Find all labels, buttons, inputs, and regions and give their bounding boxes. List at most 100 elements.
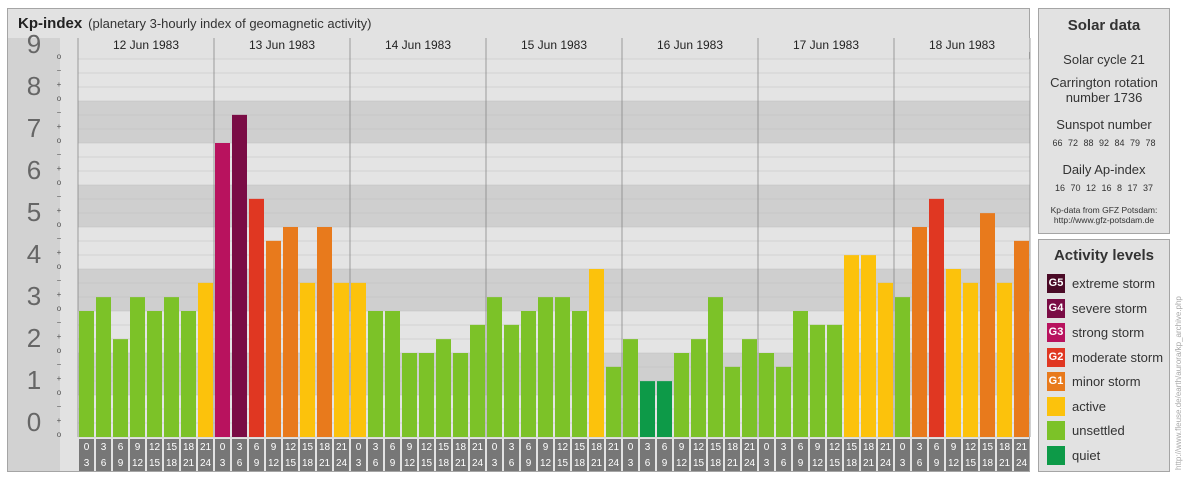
kp-bar [810, 324, 825, 437]
hour-end-label: 3 [899, 458, 906, 469]
hour-end-label: 18 [845, 458, 858, 469]
y-tick-label: 6 [26, 155, 42, 185]
hour-slot: 12 15 [963, 439, 978, 471]
sub-tick-label: o [56, 430, 62, 439]
hour-start-label: 0 [899, 442, 906, 453]
hour-slot: 9 12 [130, 439, 145, 471]
kp-bar [572, 311, 587, 437]
kp-bar [453, 353, 468, 437]
kp-bar [385, 311, 400, 437]
sub-tick-label: o [56, 220, 62, 229]
hour-end-label: 18 [301, 458, 314, 469]
hour-slot: 18 21 [181, 439, 196, 471]
date-label: 18 Jun 1983 [928, 38, 996, 52]
hour-start-label: 21 [1015, 442, 1028, 453]
hour-end-label: 6 [236, 458, 243, 469]
hour-slot: 15 18 [572, 439, 587, 471]
hour-start-label: 0 [491, 442, 498, 453]
sub-tick-label: − [56, 66, 62, 75]
hour-start-label: 15 [573, 442, 586, 453]
chart-title-main: Kp-index [18, 15, 83, 32]
kp-bar [980, 213, 995, 437]
hour-slot: 18 21 [453, 439, 468, 471]
hour-slot: 12 15 [827, 439, 842, 471]
hour-slot: 21 24 [606, 439, 621, 471]
hour-start-label: 6 [117, 442, 124, 453]
hour-start-label: 12 [556, 442, 569, 453]
hour-end-label: 18 [573, 458, 586, 469]
kp-bar [640, 381, 655, 437]
hour-slot: 15 18 [844, 439, 859, 471]
hour-end-label: 12 [403, 458, 416, 469]
hour-end-label: 21 [182, 458, 195, 469]
hour-end-label: 6 [508, 458, 515, 469]
kp-bar [895, 297, 910, 437]
kp-bar [776, 366, 791, 437]
hour-end-label: 9 [253, 458, 260, 469]
kp-bar [793, 311, 808, 437]
hour-slot: 18 21 [725, 439, 740, 471]
hour-slot: 18 21 [997, 439, 1012, 471]
kp-bar [368, 311, 383, 437]
hour-start-label: 9 [678, 442, 685, 453]
hour-slot: 9 12 [538, 439, 553, 471]
kp-bar [521, 311, 536, 437]
hour-end-label: 24 [1015, 458, 1028, 469]
hour-slot: 21 24 [742, 439, 757, 471]
source-link[interactable]: http://www.gfz-potsdam.de [1053, 215, 1155, 225]
hour-end-label: 15 [556, 458, 569, 469]
hour-slot: 9 12 [266, 439, 281, 471]
hour-end-label: 15 [284, 458, 297, 469]
hour-end-label: 21 [318, 458, 331, 469]
y-tick-label: 7 [26, 113, 42, 143]
date-label: 13 Jun 1983 [248, 38, 316, 52]
date-label: 15 Jun 1983 [520, 38, 588, 52]
hour-start-label: 18 [318, 442, 331, 453]
hour-start-label: 21 [743, 442, 756, 453]
hour-slot: 9 12 [402, 439, 417, 471]
hour-start-label: 18 [182, 442, 195, 453]
date-label: 16 Jun 1983 [656, 38, 724, 52]
activity-level-item: G1 minor storm [1047, 372, 1169, 392]
hour-slot: 21 24 [470, 439, 485, 471]
hour-end-label: 24 [199, 458, 212, 469]
kp-bar [589, 269, 604, 437]
hour-end-label: 3 [763, 458, 770, 469]
y-tick-label: 0 [26, 407, 42, 437]
activity-level-swatch [1047, 421, 1065, 440]
activity-level-swatch: G1 [1047, 372, 1065, 391]
kp-bar [963, 282, 978, 437]
kp-bar [742, 339, 757, 437]
sub-tick-label: − [56, 234, 62, 243]
kp-bar [266, 240, 281, 437]
activity-level-item: G3 strong storm [1047, 323, 1169, 343]
carrington-line1: Carrington rotation [1050, 75, 1158, 90]
hour-start-label: 15 [845, 442, 858, 453]
y-tick-label: 9 [26, 29, 42, 59]
kp-bar [538, 297, 553, 437]
hour-end-label: 15 [420, 458, 433, 469]
date-band [78, 38, 1030, 52]
sub-tick-label: − [56, 360, 62, 369]
kp-bar [997, 282, 1012, 437]
hour-end-label: 12 [811, 458, 824, 469]
y-tick-label: 3 [26, 281, 42, 311]
hour-start-label: 12 [692, 442, 705, 453]
sub-tick-label: o [56, 178, 62, 187]
kp-bar [147, 311, 162, 437]
sub-tick-label: − [56, 276, 62, 285]
hour-end-label: 9 [117, 458, 124, 469]
hour-start-label: 3 [508, 442, 515, 453]
hour-start-label: 21 [199, 442, 212, 453]
hour-start-label: 6 [389, 442, 396, 453]
hour-start-label: 15 [301, 442, 314, 453]
hour-slot: 12 15 [283, 439, 298, 471]
sub-tick-label: + [56, 290, 62, 299]
